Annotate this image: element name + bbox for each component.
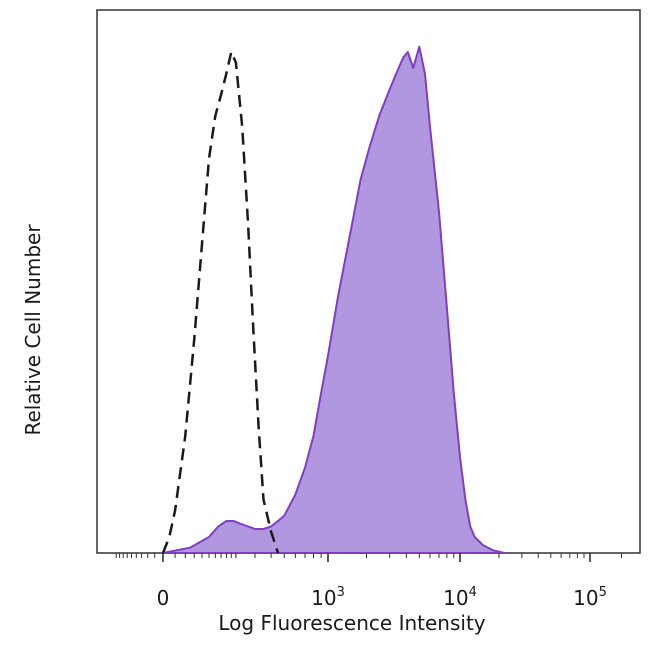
x-tick-label-base: 10 — [311, 586, 336, 610]
x-tick-label-exponent: 4 — [469, 585, 477, 600]
x-tick-label: 104 — [443, 585, 477, 610]
x-tick-label-base: 10 — [573, 586, 598, 610]
x-axis-tick-labels: 0 103 104 105 — [157, 585, 607, 610]
x-tick-label-base: 10 — [443, 586, 468, 610]
x-tick-label: 105 — [573, 585, 607, 610]
x-tick-label-exponent: 3 — [337, 585, 345, 600]
x-tick-label-exponent: 5 — [599, 585, 607, 600]
series-layer — [161, 45, 506, 554]
x-tick-label-base: 0 — [157, 586, 170, 610]
x-tick-label: 0 — [157, 586, 170, 610]
x-tick-label: 103 — [311, 585, 345, 610]
y-axis-title: Relative Cell Number — [21, 224, 45, 436]
sample-histogram-series — [162, 45, 506, 554]
control-histogram-series — [161, 50, 280, 554]
x-axis-title: Log Fluorescence Intensity — [218, 611, 485, 635]
x-axis-ticks — [115, 553, 622, 562]
